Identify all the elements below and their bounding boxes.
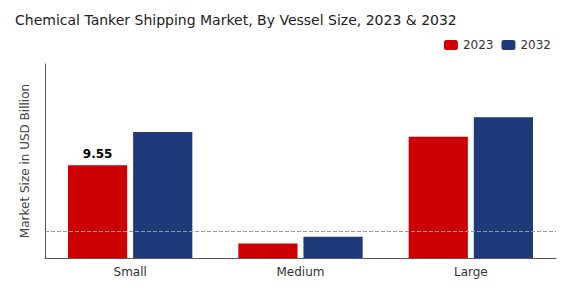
svg-text:9.55: 9.55 <box>83 147 113 161</box>
svg-text:Medium: Medium <box>277 265 325 279</box>
svg-text:2032: 2032 <box>520 38 551 52</box>
svg-text:Small: Small <box>114 265 147 279</box>
svg-text:Large: Large <box>454 265 488 279</box>
svg-text:Chemical Tanker Shipping Marke: Chemical Tanker Shipping Market, By Vess… <box>15 12 457 28</box>
svg-text:Market Size in USD Billion: Market Size in USD Billion <box>18 84 32 238</box>
svg-text:2023: 2023 <box>463 38 494 52</box>
